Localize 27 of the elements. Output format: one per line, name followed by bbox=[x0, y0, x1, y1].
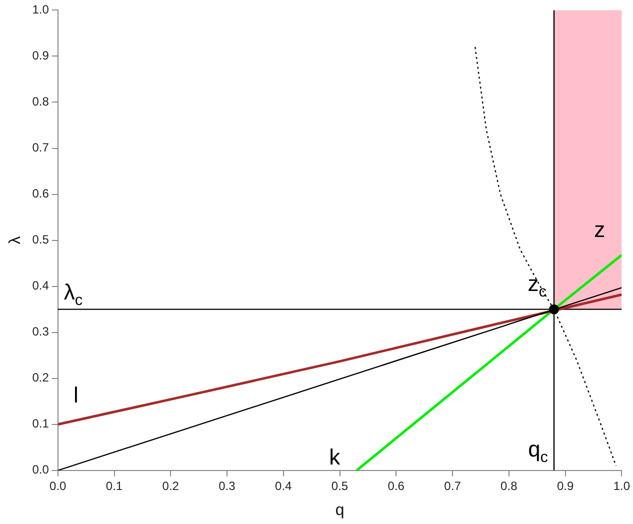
x-tick-label: 0.5 bbox=[331, 478, 348, 493]
x-tick-label: 0.1 bbox=[106, 478, 123, 493]
y-tick-label: 0.3 bbox=[32, 324, 50, 339]
x-axis-title: q bbox=[335, 502, 344, 519]
y-tick-label: 0.2 bbox=[32, 370, 50, 385]
y-tick-label: 0.7 bbox=[32, 140, 50, 155]
y-tick-label: 0.0 bbox=[32, 462, 50, 477]
x-tick-label: 0.6 bbox=[388, 478, 405, 493]
series-label: k bbox=[329, 444, 342, 470]
x-tick-label: 0.0 bbox=[50, 478, 67, 493]
y-tick-label: 1.0 bbox=[32, 2, 50, 17]
y-tick-label: 0.9 bbox=[32, 48, 50, 63]
series-label: z bbox=[594, 217, 606, 242]
x-tick-label: 1.0 bbox=[613, 478, 630, 493]
y-tick-label: 0.4 bbox=[32, 278, 50, 293]
y-axis-title: λ bbox=[7, 236, 24, 244]
x-tick-label: 0.4 bbox=[275, 478, 292, 493]
x-tick-label: 0.2 bbox=[162, 478, 180, 493]
series-label: l bbox=[73, 382, 78, 408]
y-tick-label: 0.6 bbox=[32, 186, 50, 201]
x-tick-label: 0.9 bbox=[556, 478, 574, 493]
x-tick-label: 0.8 bbox=[500, 478, 518, 493]
x-tick-label: 0.7 bbox=[444, 478, 462, 493]
y-tick-label: 0.8 bbox=[32, 94, 50, 109]
x-tick-label: 0.3 bbox=[218, 478, 236, 493]
y-tick-label: 0.5 bbox=[32, 232, 50, 247]
y-tick-label: 0.1 bbox=[32, 416, 50, 431]
